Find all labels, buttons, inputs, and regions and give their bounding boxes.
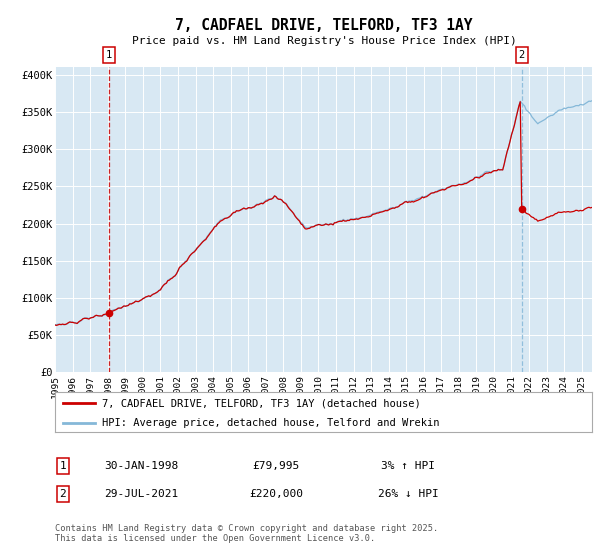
Text: 7, CADFAEL DRIVE, TELFORD, TF3 1AY (detached house): 7, CADFAEL DRIVE, TELFORD, TF3 1AY (deta… bbox=[103, 398, 421, 408]
Text: Contains HM Land Registry data © Crown copyright and database right 2025.
This d: Contains HM Land Registry data © Crown c… bbox=[55, 524, 439, 543]
Text: 26% ↓ HPI: 26% ↓ HPI bbox=[377, 489, 439, 499]
Text: 29-JUL-2021: 29-JUL-2021 bbox=[104, 489, 178, 499]
Text: 1: 1 bbox=[106, 50, 112, 60]
Text: HPI: Average price, detached house, Telford and Wrekin: HPI: Average price, detached house, Telf… bbox=[103, 418, 440, 428]
Text: 7, CADFAEL DRIVE, TELFORD, TF3 1AY: 7, CADFAEL DRIVE, TELFORD, TF3 1AY bbox=[175, 18, 473, 32]
Text: £220,000: £220,000 bbox=[249, 489, 303, 499]
Text: 2: 2 bbox=[59, 489, 67, 499]
Text: 2: 2 bbox=[518, 50, 525, 60]
Text: £79,995: £79,995 bbox=[253, 461, 299, 471]
Text: 30-JAN-1998: 30-JAN-1998 bbox=[104, 461, 178, 471]
Text: 1: 1 bbox=[59, 461, 67, 471]
Text: Price paid vs. HM Land Registry's House Price Index (HPI): Price paid vs. HM Land Registry's House … bbox=[131, 36, 517, 46]
Text: 3% ↑ HPI: 3% ↑ HPI bbox=[381, 461, 435, 471]
